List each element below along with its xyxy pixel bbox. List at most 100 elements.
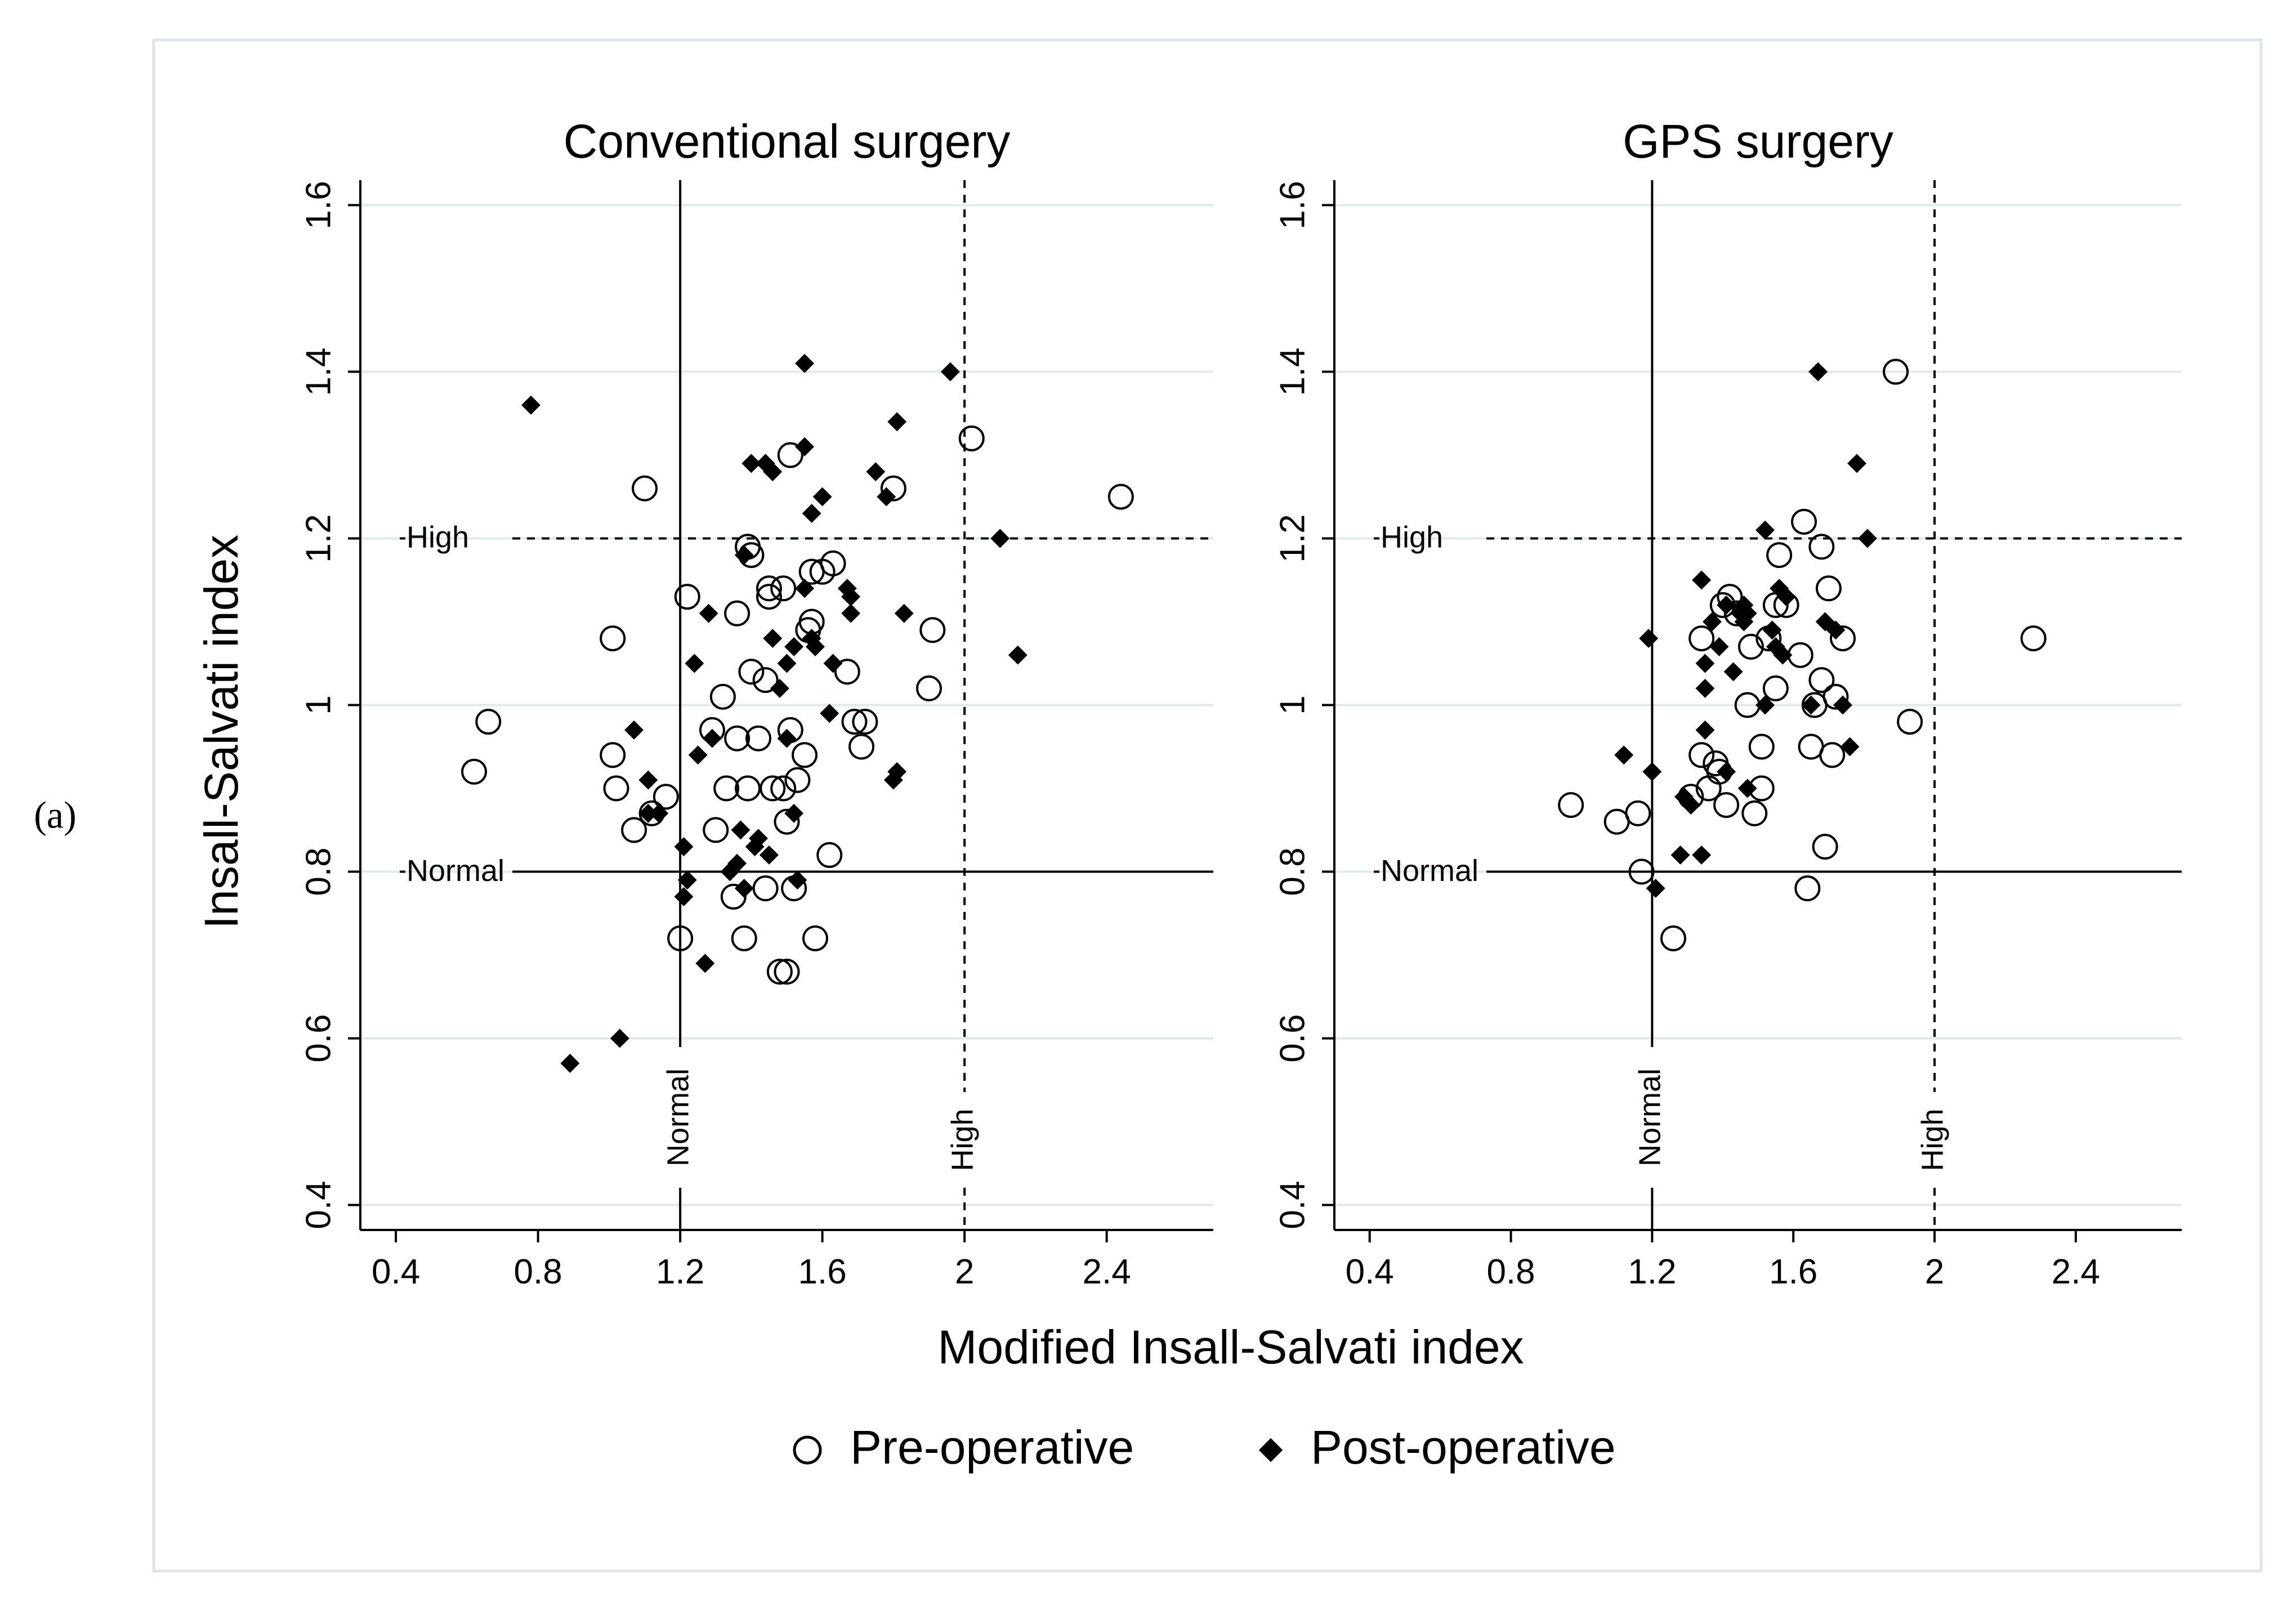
- post-operative-point: [1808, 362, 1828, 382]
- pre-operative-point: [1737, 633, 1764, 660]
- y-tick-label: 1.4: [299, 347, 338, 396]
- post-operative-point: [1826, 620, 1846, 640]
- x-tick-label: 0.8: [1486, 1252, 1535, 1291]
- pre-operative-point: [1819, 742, 1846, 768]
- y-tick-label: 1.2: [1273, 514, 1312, 562]
- post-operative-point: [741, 454, 761, 473]
- x-axis-title: Modified Insall-Salvati index: [937, 1321, 1524, 1374]
- pre-operative-point: [1897, 709, 1923, 735]
- post-operative-point: [624, 720, 644, 740]
- post-operative-point: [940, 362, 960, 382]
- pre-operative-point: [731, 925, 757, 951]
- panel-label: (a): [34, 794, 76, 836]
- post-operative-point: [887, 762, 907, 781]
- y-tick-label: 1.4: [1273, 347, 1312, 396]
- pre-operative-point: [1713, 792, 1740, 818]
- legend-post-operative-marker: [1258, 1438, 1283, 1462]
- pre-operative-point: [760, 775, 786, 802]
- post-operative-point: [1709, 637, 1729, 656]
- pre-operative-point: [792, 742, 818, 768]
- post-operative-point: [784, 803, 804, 823]
- post-operative-point: [795, 579, 815, 598]
- pre-operative-point: [880, 475, 906, 502]
- pre-operative-point: [461, 758, 487, 785]
- pre-operative-point: [1625, 800, 1651, 826]
- y-tick-label: 0.6: [299, 1014, 338, 1062]
- post-operative-point: [734, 879, 754, 898]
- reference-line-label: High: [1381, 521, 1443, 554]
- post-operative-point: [1670, 845, 1690, 865]
- post-operative-point: [1681, 795, 1701, 815]
- post-operative-point: [841, 587, 861, 607]
- y-tick-label: 1: [1273, 695, 1312, 714]
- pre-operative-point: [820, 550, 846, 576]
- post-operative-point: [674, 837, 694, 857]
- pre-operative-point: [852, 709, 878, 735]
- post-operative-point: [887, 412, 907, 432]
- pre-operative-point: [738, 659, 765, 685]
- reference-line-label: High: [407, 521, 469, 554]
- post-operative-point: [763, 629, 783, 648]
- post-operative-point: [820, 704, 839, 723]
- pre-operative-point: [1808, 667, 1835, 694]
- post-operative-point: [841, 603, 861, 623]
- pre-operative-point: [603, 775, 629, 802]
- pre-operative-point: [653, 784, 679, 810]
- post-operative-point: [1857, 529, 1877, 548]
- post-operative-point: [610, 1028, 629, 1048]
- post-operative-point: [823, 654, 843, 673]
- pre-operative-point: [1808, 534, 1835, 560]
- post-operative-point: [1833, 695, 1852, 715]
- y-tick-label: 1.6: [299, 181, 338, 229]
- post-operative-point: [727, 853, 747, 873]
- post-operative-point: [1773, 645, 1793, 665]
- post-operative-point: [866, 462, 886, 482]
- pre-operative-point: [600, 625, 626, 652]
- pre-operative-point: [1748, 733, 1775, 760]
- pre-operative-point: [802, 925, 828, 951]
- post-operative-point: [674, 887, 694, 906]
- pre-operative-point: [703, 817, 729, 843]
- pre-operative-point: [1812, 834, 1838, 860]
- pre-operative-point: [1822, 683, 1849, 710]
- post-operative-point: [685, 654, 704, 673]
- post-operative-point: [649, 803, 669, 823]
- pre-operative-point: [1689, 625, 1715, 652]
- reference-line-label: High: [1915, 1108, 1949, 1171]
- post-operative-point: [699, 603, 718, 623]
- pre-operative-point: [816, 842, 843, 868]
- post-operative-point: [638, 803, 658, 823]
- pre-operative-point: [1741, 800, 1768, 826]
- pre-operative-point: [735, 775, 761, 802]
- y-tick-label: 0.6: [1273, 1014, 1312, 1062]
- y-tick-label: 0.4: [299, 1180, 338, 1229]
- pre-operative-point: [1762, 675, 1789, 701]
- post-operative-point: [521, 395, 541, 415]
- post-operative-point: [990, 529, 1010, 548]
- x-tick-label: 2.4: [2052, 1252, 2100, 1291]
- pre-operative-point: [774, 959, 800, 985]
- post-operative-point: [763, 462, 783, 482]
- pre-operative-point: [1794, 875, 1821, 902]
- post-operative-point: [1642, 762, 1662, 781]
- pre-operative-point: [958, 425, 985, 451]
- pre-operative-point: [1628, 858, 1655, 885]
- y-tick-label: 1.6: [1273, 181, 1312, 229]
- pre-operative-point: [834, 659, 860, 685]
- x-tick-label: 0.4: [1346, 1252, 1394, 1291]
- pre-operative-point: [1766, 542, 1793, 569]
- pre-operative-point: [919, 617, 946, 643]
- post-operative-point: [894, 603, 914, 623]
- reference-line-label: Normal: [407, 854, 504, 888]
- pre-operative-point: [770, 575, 797, 602]
- post-operative-point: [734, 545, 754, 565]
- post-operative-point: [560, 1053, 580, 1073]
- pre-operative-point: [752, 667, 779, 694]
- pre-operative-point: [2020, 625, 2047, 652]
- pre-operative-point: [1830, 625, 1856, 652]
- pre-operative-point: [1815, 575, 1842, 602]
- y-tick-label: 0.4: [1273, 1180, 1312, 1229]
- post-operative-point: [638, 770, 658, 790]
- pre-operative-point: [1689, 742, 1715, 768]
- pre-operative-point: [752, 875, 779, 902]
